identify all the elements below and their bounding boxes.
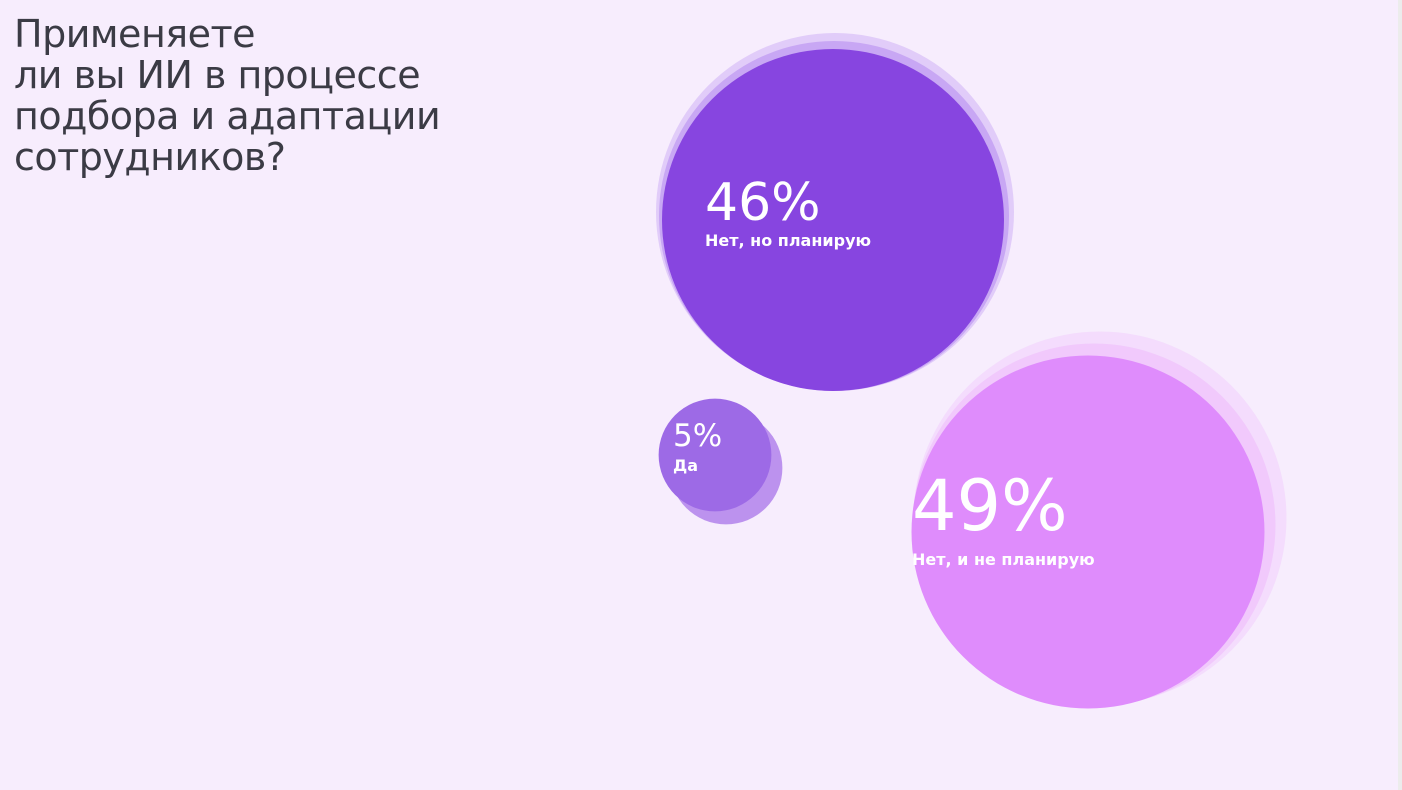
bubble-group-1: 46%Нет, но планирую: [656, 33, 1014, 391]
bubble-category-label: Да: [673, 456, 698, 475]
bubble-value-label: 46%: [705, 173, 821, 233]
bubble: [658, 398, 772, 512]
bubble-value-label: 49%: [912, 465, 1068, 547]
bubble: [911, 355, 1265, 709]
chart-title: Применяете ли вы ИИ в процессе подбора и…: [14, 12, 441, 179]
bubble-value-label: 5%: [673, 418, 722, 454]
bubble: [662, 49, 1004, 391]
window-edge: [1398, 0, 1402, 790]
bubble-category-label: Нет, но планирую: [705, 231, 871, 250]
bubble-group-2: 5% Да: [658, 398, 783, 525]
bubble-group-3: 49% Нет, и не планирую: [911, 331, 1287, 709]
bubble-category-label: Нет, и не планирую: [912, 550, 1095, 569]
